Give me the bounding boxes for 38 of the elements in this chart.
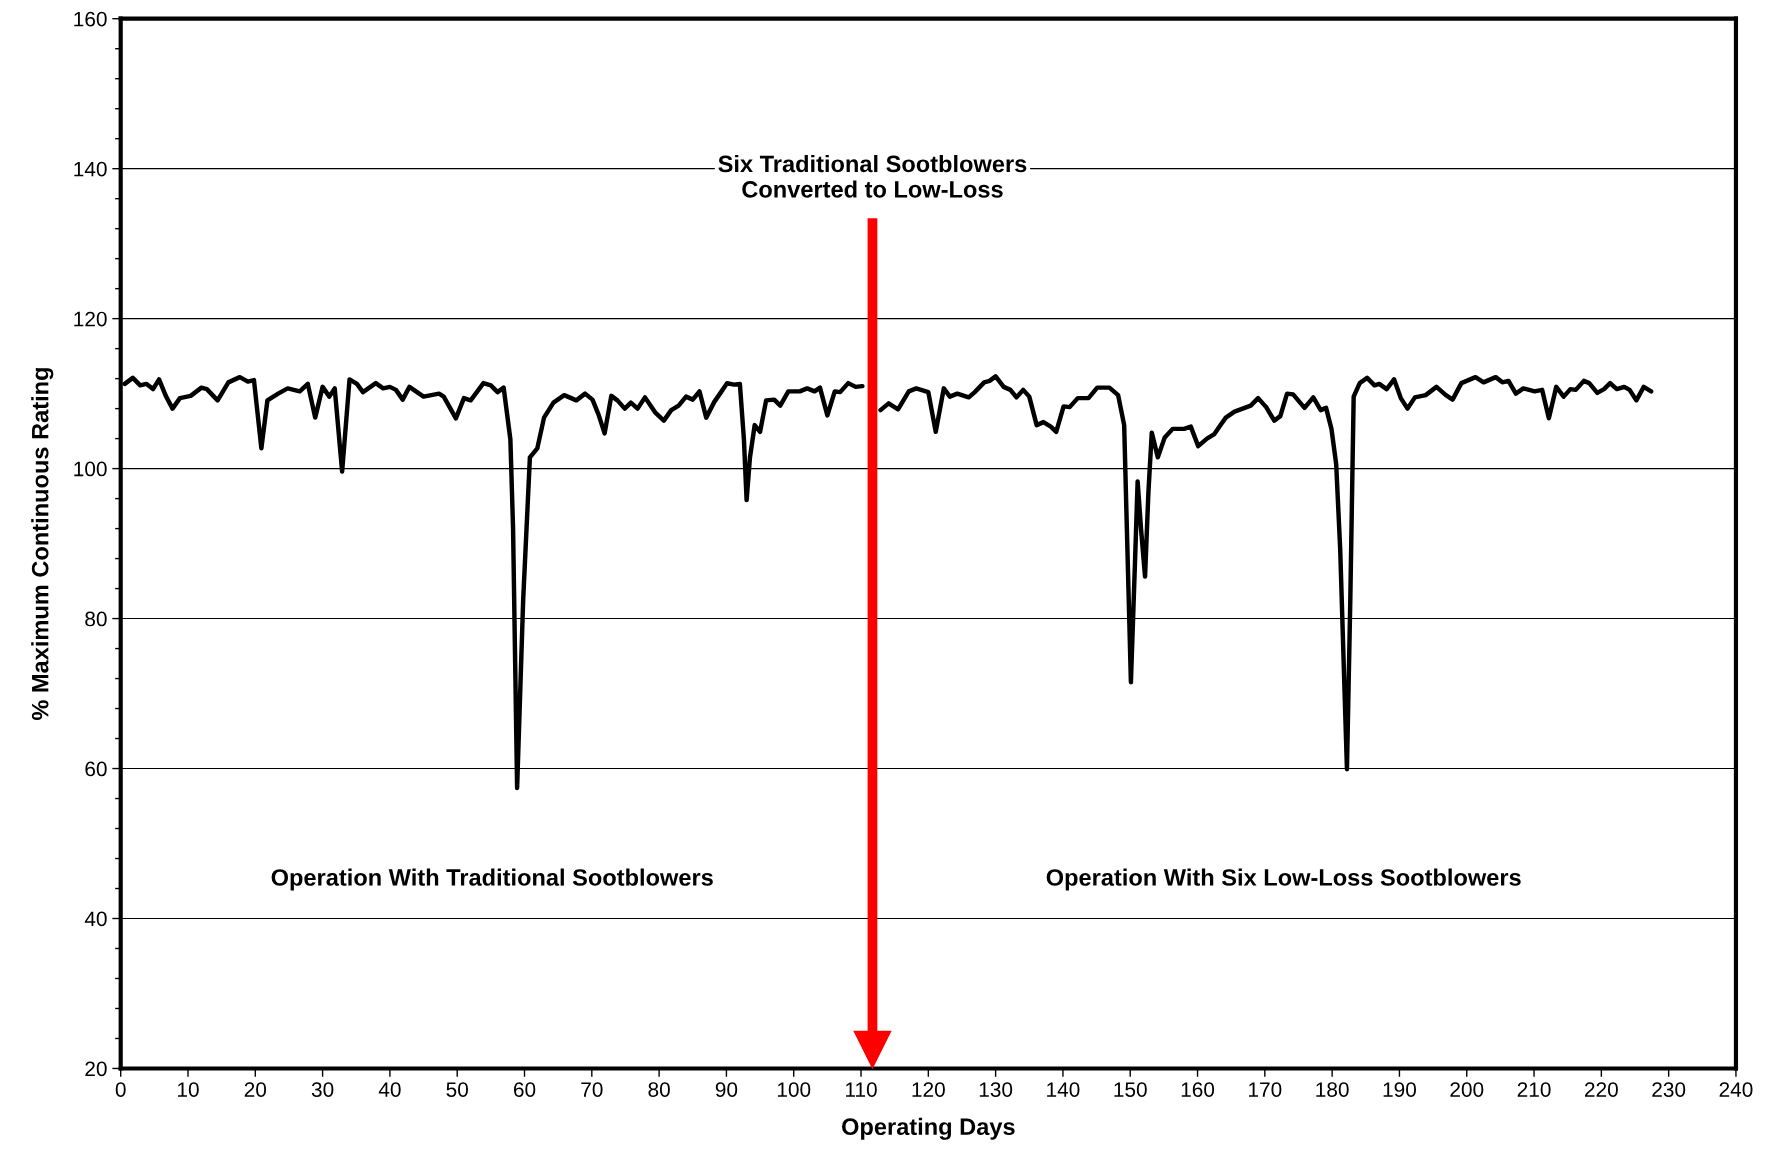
y-tick-label: 100 — [74, 461, 107, 477]
x-tick-label: 200 — [1450, 1082, 1484, 1097]
x-tick-label: 170 — [1249, 1082, 1282, 1097]
x-tick-label: 80 — [648, 1082, 670, 1097]
y-axis-title: % Maximum Continuous Rating — [31, 368, 54, 721]
x-tick-label: 160 — [1181, 1082, 1215, 1097]
x-tick-label: 40 — [378, 1082, 401, 1097]
x-tick-label: 50 — [446, 1082, 468, 1097]
x-axis-title: Operating Days — [842, 1117, 1015, 1140]
x-tick-label: 220 — [1585, 1082, 1618, 1097]
y-tick-label: 120 — [74, 311, 107, 327]
annotation: Operation With Traditional Sootblowers — [271, 868, 713, 891]
x-tick-label: 90 — [715, 1082, 738, 1097]
x-tick-label: 210 — [1517, 1082, 1551, 1097]
ref-line-label: Six Traditional Sootblowers Converted to Low-Loss — [718, 154, 1027, 198]
x-tick-label: 140 — [1047, 1082, 1080, 1097]
x-tick-label: 240 — [1719, 1082, 1753, 1097]
x-tick-label: 120 — [912, 1082, 945, 1097]
y-tick-label: 60 — [85, 761, 107, 777]
x-tick-label: 130 — [979, 1082, 1013, 1097]
y-tick-label: 160 — [74, 11, 107, 27]
x-tick-label: 70 — [581, 1082, 603, 1097]
x-tick-label: 150 — [1114, 1082, 1147, 1097]
x-tick-label: 20 — [244, 1082, 267, 1097]
x-tick-label: 230 — [1652, 1082, 1686, 1097]
y-tick-label: 40 — [84, 911, 107, 927]
x-tick-label: 190 — [1383, 1082, 1417, 1097]
annotation: Operation With Six Low-Loss Sootblowers — [1046, 868, 1521, 891]
x-tick-label: 0 — [115, 1082, 126, 1097]
x-tick-label: 110 — [846, 1082, 877, 1097]
y-tick-label: 80 — [85, 611, 107, 627]
x-tick-label: 10 — [178, 1082, 199, 1097]
x-tick-label: 30 — [311, 1082, 334, 1097]
y-tick-label: 140 — [74, 161, 107, 177]
y-tick-label: 20 — [85, 1061, 107, 1077]
x-tick-label: 60 — [513, 1082, 536, 1097]
x-tick-label: 100 — [777, 1082, 811, 1097]
x-tick-label: 180 — [1316, 1082, 1349, 1097]
